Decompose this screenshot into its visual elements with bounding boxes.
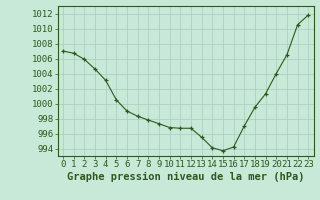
X-axis label: Graphe pression niveau de la mer (hPa): Graphe pression niveau de la mer (hPa) xyxy=(67,172,304,182)
